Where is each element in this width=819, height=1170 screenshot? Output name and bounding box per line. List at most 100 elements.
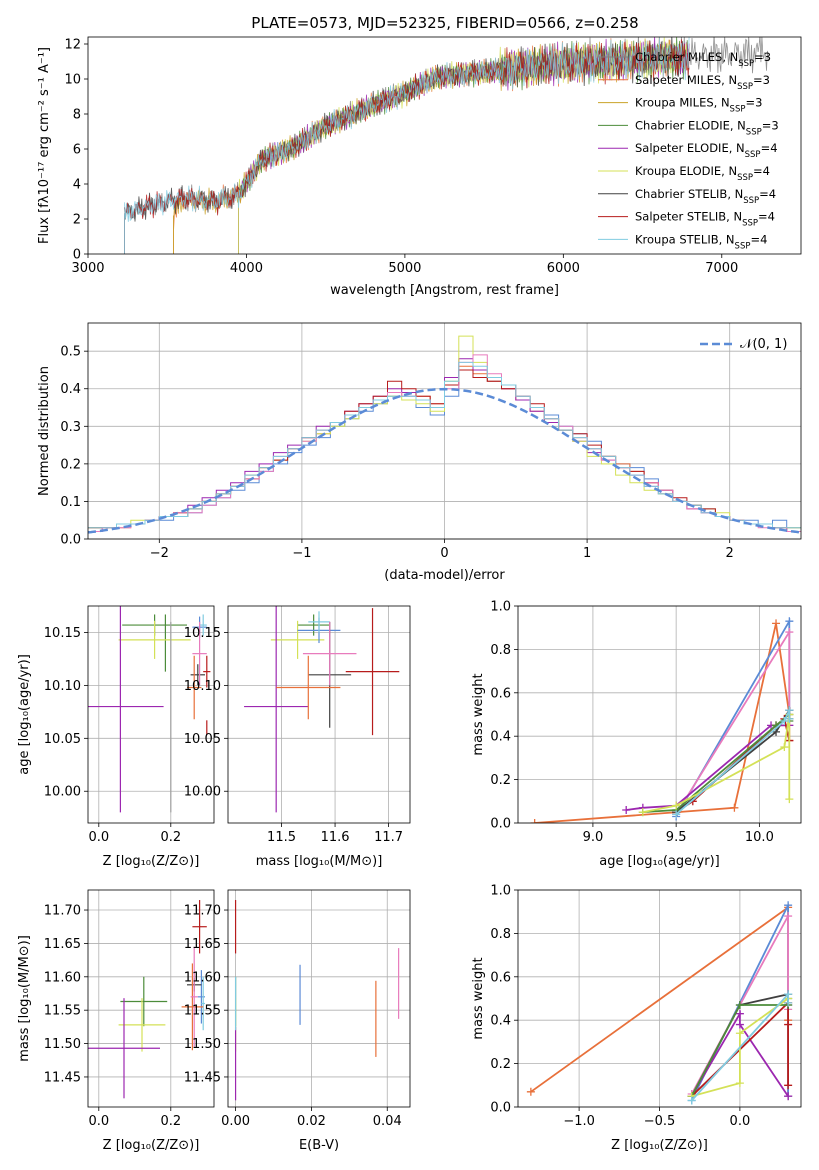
legend-subscript: SSP	[738, 59, 754, 69]
data-point-marker	[622, 805, 631, 814]
legend-value: =4	[761, 141, 778, 155]
axes-frame	[227, 605, 411, 824]
y-tick-label: 0.0	[60, 533, 81, 548]
y-axis-label: mass weight	[471, 673, 486, 755]
legend-subscript: SSP	[743, 196, 759, 206]
x-tick-label: −2	[150, 546, 169, 561]
data-point-marker	[530, 819, 539, 823]
x-tick-label: 11.5	[267, 830, 296, 845]
y-tick-label: 12	[64, 38, 81, 53]
y-tick-label: 11.70	[44, 904, 81, 919]
plot-area	[234, 900, 400, 1101]
data-point-marker	[730, 803, 739, 812]
legend-value: =3	[762, 118, 779, 132]
x-tick-label: 0.04	[373, 1114, 402, 1129]
legend-value: =4	[753, 164, 770, 178]
x-axis-label: wavelength [Angstrom, rest frame]	[330, 283, 559, 298]
y-axis-label: age [log₁₀(age/yr)]	[17, 654, 32, 775]
data-point-marker	[735, 1029, 744, 1038]
data-point-marker	[785, 706, 794, 715]
y-axis-label: Normed distribution	[37, 366, 52, 496]
y-tick-label: 11.65	[184, 937, 221, 952]
plot-area	[530, 617, 794, 823]
legend-subscript: SSP	[737, 82, 753, 92]
x-tick-label: 1	[583, 546, 591, 561]
x-axis-label: age [log₁₀(age/yr)]	[599, 854, 720, 869]
data-point-marker	[772, 619, 781, 628]
data-point-marker	[735, 1020, 744, 1029]
y-tick-label: 0.2	[490, 773, 511, 788]
mass-weight-line	[690, 1010, 789, 1097]
panel-mass-vs-Z	[84, 889, 215, 1111]
y-tick-label: 11.65	[44, 937, 81, 952]
y-tick-label: 1.0	[490, 600, 511, 615]
y-tick-label: 0.0	[490, 1101, 511, 1116]
legend-label: Kroupa MILES, NSSP=3	[635, 96, 762, 115]
x-tick-label: 11.6	[321, 830, 350, 845]
axes-frame	[87, 322, 802, 540]
y-tick-label: 1.0	[490, 884, 511, 899]
y-tick-label: 0.8	[490, 643, 511, 658]
x-tick-label: −1.0	[563, 1114, 595, 1129]
y-axis-label: mass [log₁₀(M/M⊙)]	[17, 935, 32, 1062]
x-tick-label: 0.2	[160, 830, 181, 845]
y-tick-label: 0.3	[60, 420, 81, 435]
data-point-marker	[784, 1092, 793, 1101]
y-tick-label: 0.6	[490, 970, 511, 985]
legend-subscript: SSP	[746, 127, 762, 137]
x-axis-label: mass [log₁₀(M/M⊙)]	[256, 854, 383, 869]
mass-weight-line	[691, 997, 789, 1098]
y-tick-label: 0.6	[490, 686, 511, 701]
y-tick-label: 10	[64, 73, 81, 88]
y-tick-label: 11.70	[184, 904, 221, 919]
legend-label: Kroupa ELODIE, NSSP=4	[635, 164, 770, 183]
data-point-marker	[785, 714, 794, 723]
x-tick-label: 9.0	[583, 830, 604, 845]
data-point-marker	[672, 810, 681, 819]
x-tick-label: 0.0	[730, 1114, 751, 1129]
y-tick-label: 0.5	[60, 345, 81, 360]
y-tick-label: 10.15	[44, 626, 81, 641]
x-tick-label: 4000	[230, 261, 263, 276]
x-tick-label: −1	[292, 546, 311, 561]
x-axis-label: E(B-V)	[299, 1138, 339, 1153]
data-point-marker	[784, 1020, 793, 1029]
panel-mass-weight-vs-Z	[514, 889, 802, 1111]
y-tick-label: 11.60	[184, 970, 221, 985]
data-point-marker	[526, 1087, 535, 1096]
y-tick-label: 11.45	[184, 1070, 221, 1085]
legend-label: Salpeter ELODIE, NSSP=4	[635, 141, 778, 160]
panel-age-vs-Z	[84, 605, 215, 827]
legend-label: Chabrier ELODIE, NSSP=3	[635, 118, 779, 137]
y-tick-label: 10.10	[184, 679, 221, 694]
x-tick-label: 10.0	[745, 830, 774, 845]
panel-age-vs-mass	[224, 605, 411, 827]
data-point-marker	[785, 795, 794, 804]
figure-title: PLATE=0573, MJD=52325, FIBERID=0566, z=0…	[251, 14, 638, 32]
legend-subscript: SSP	[742, 219, 758, 229]
y-tick-label: 10.00	[44, 785, 81, 800]
legend-subscript: SSP	[737, 173, 753, 183]
y-tick-label: 6	[73, 143, 81, 158]
plot-area	[124, 37, 769, 254]
data-point-marker	[735, 1079, 744, 1088]
y-tick-label: 0.1	[60, 495, 81, 510]
data-point-marker	[780, 717, 789, 726]
gaussian-curve	[88, 387, 801, 534]
data-point-marker	[780, 743, 789, 752]
y-tick-label: 11.55	[44, 1004, 81, 1019]
data-point-marker	[735, 1009, 744, 1018]
data-point-marker	[785, 628, 794, 637]
x-tick-label: −0.5	[644, 1114, 676, 1129]
panel-mass-vs-EBV	[224, 889, 411, 1111]
axes-frame	[87, 36, 802, 255]
legend-value: =4	[758, 210, 775, 224]
y-axis-label: Flux [fλ10⁻¹⁷ erg cm⁻² s⁻¹ A⁻¹]	[37, 47, 52, 244]
axes-frame	[87, 605, 215, 824]
x-tick-label: 0.00	[221, 1114, 250, 1129]
x-tick-label: 0.2	[160, 1114, 181, 1129]
plot-area	[244, 606, 400, 813]
y-tick-label: 0.8	[490, 927, 511, 942]
